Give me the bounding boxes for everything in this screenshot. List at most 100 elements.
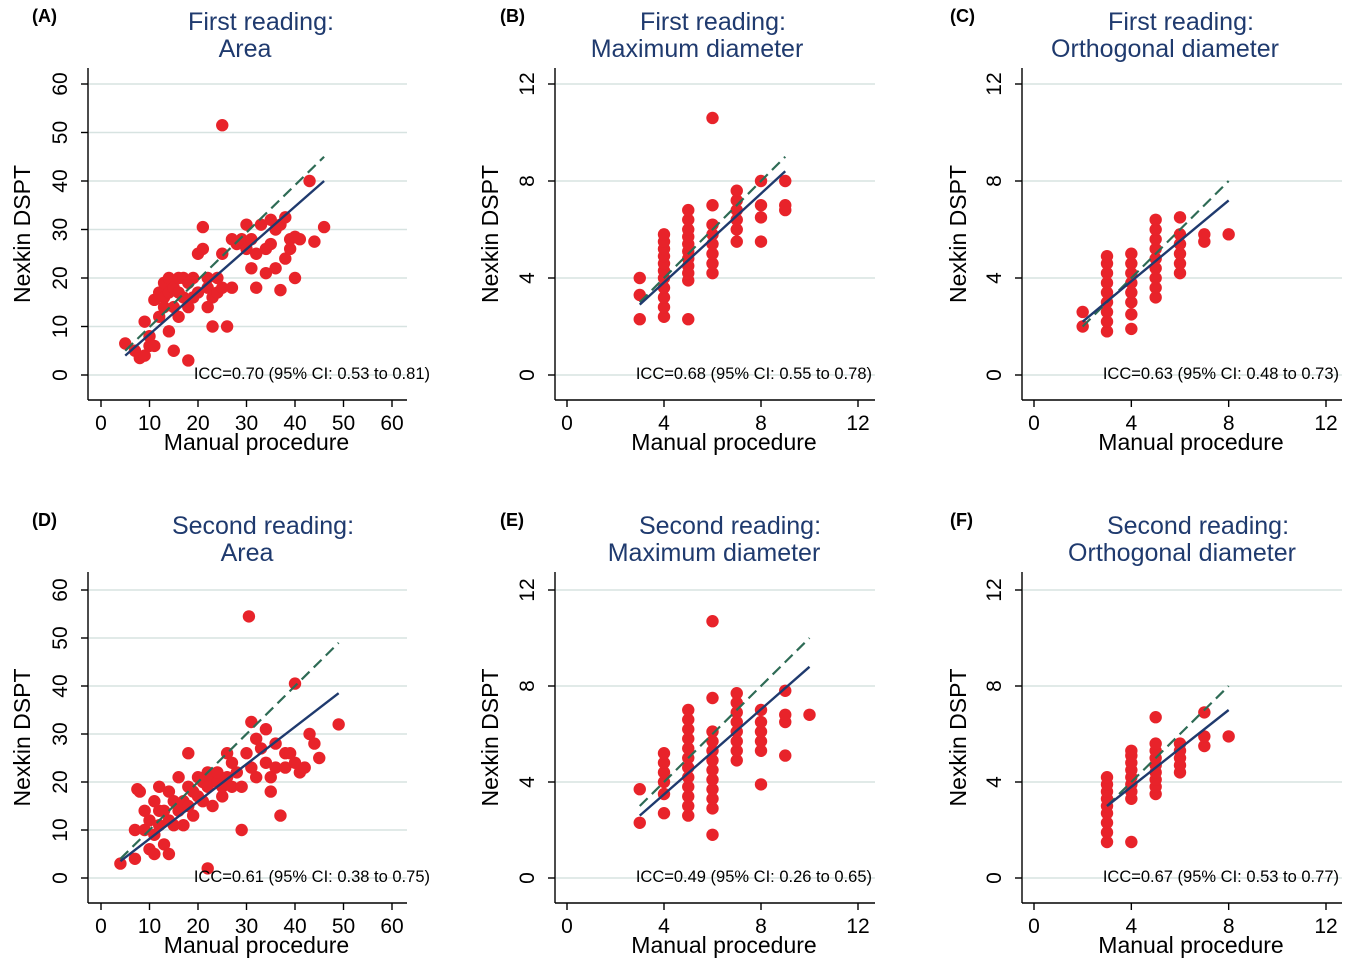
- data-point: [1149, 262, 1162, 275]
- data-point: [1125, 308, 1138, 321]
- data-point: [1125, 296, 1138, 309]
- data-point: [138, 804, 151, 817]
- data-point: [682, 223, 695, 236]
- x-tick-label: 60: [380, 915, 403, 938]
- data-point: [706, 754, 719, 767]
- data-point: [128, 823, 142, 837]
- x-tick-label: 20: [186, 412, 209, 435]
- data-point: [1149, 737, 1162, 750]
- x-tick-label: 12: [1314, 915, 1337, 938]
- data-point: [706, 725, 719, 738]
- y-tick-label: 30: [49, 722, 72, 745]
- data-point: [779, 174, 792, 188]
- data-point: [682, 732, 695, 745]
- data-point: [1173, 266, 1187, 280]
- x-axis-label: Manual procedure: [164, 932, 349, 958]
- data-point: [1198, 739, 1211, 753]
- data-point: [114, 857, 127, 870]
- data-point: [1198, 706, 1211, 719]
- panel-a: 0 10 20 30 40 50 60 0 10 20 30 40 50 60 Manual procedu…: [9, 6, 430, 455]
- data-point: [250, 281, 263, 294]
- data-point: [250, 247, 263, 260]
- data-point: [657, 228, 671, 241]
- data-point: [206, 320, 219, 333]
- data-point: [682, 703, 695, 717]
- panel-label: (E): [500, 510, 524, 530]
- data-point: [706, 735, 719, 748]
- data-point: [1100, 826, 1114, 839]
- panel-label: (F): [950, 510, 973, 530]
- scatter-points: [1100, 706, 1235, 849]
- panel-title-line-1: First reading:: [188, 8, 334, 36]
- x-tick-label: 10: [138, 412, 161, 435]
- data-point: [182, 799, 195, 813]
- panel-title-line-1: Second reading:: [1107, 512, 1289, 540]
- scatter-points: [114, 610, 345, 875]
- icc-annotation: ICC=0.63 (95% CI: 0.48 to 0.73): [1103, 365, 1339, 383]
- panel-label: (A): [32, 6, 57, 26]
- data-point: [288, 677, 302, 690]
- y-tick-label: 4: [516, 776, 539, 788]
- x-axis-label: Manual procedure: [164, 429, 349, 455]
- data-point: [1125, 744, 1138, 757]
- data-point: [1149, 291, 1162, 304]
- data-point: [706, 691, 719, 705]
- data-point: [264, 785, 277, 798]
- data-point: [657, 310, 671, 323]
- y-tick-label: 4: [983, 776, 1006, 788]
- data-point: [1125, 247, 1138, 260]
- panel-title-line-2: Area: [221, 539, 274, 567]
- data-point: [706, 763, 719, 777]
- data-point: [1100, 276, 1114, 290]
- x-axis-label: Manual procedure: [1098, 932, 1283, 958]
- y-tick-label: 40: [49, 674, 72, 697]
- panel-title-line-2: Orthogonal diameter: [1068, 539, 1296, 567]
- y-axis-label: Nexkin DSPT: [9, 668, 35, 806]
- data-point: [186, 809, 200, 822]
- data-point: [293, 233, 307, 246]
- y-tick-label: 4: [516, 272, 539, 284]
- data-point: [779, 199, 792, 212]
- data-point: [730, 715, 743, 729]
- x-tick-label: 12: [1314, 412, 1337, 435]
- data-point: [201, 300, 214, 314]
- data-point: [242, 610, 256, 623]
- data-point: [167, 344, 180, 357]
- y-tick-label: 8: [983, 175, 1006, 187]
- data-point: [706, 228, 719, 241]
- data-point: [279, 761, 292, 774]
- data-point: [633, 783, 646, 796]
- data-point: [196, 220, 210, 234]
- data-point: [1149, 271, 1162, 285]
- data-point: [1076, 305, 1089, 319]
- data-point: [1149, 281, 1162, 294]
- data-point: [216, 247, 229, 260]
- data-point: [1125, 835, 1138, 849]
- data-point: [148, 795, 161, 808]
- data-point: [1125, 322, 1138, 336]
- data-point: [269, 761, 282, 774]
- y-axis-label: Nexkin DSPT: [477, 165, 503, 303]
- icc-annotation: ICC=0.61 (95% CI: 0.38 to 0.75): [194, 868, 430, 886]
- data-point: [682, 213, 695, 226]
- identity-line: [638, 155, 787, 304]
- data-point: [682, 809, 695, 822]
- y-tick-label: 10: [49, 818, 72, 841]
- data-point: [657, 747, 671, 760]
- data-point: [254, 218, 268, 231]
- data-point: [133, 785, 146, 798]
- data-point: [162, 325, 176, 338]
- data-point: [225, 780, 239, 793]
- data-point: [1222, 228, 1235, 241]
- data-point: [754, 744, 768, 757]
- y-tick-label: 40: [49, 169, 72, 192]
- data-point: [1149, 711, 1162, 724]
- data-point: [706, 802, 719, 815]
- data-point: [706, 247, 719, 260]
- x-tick-label: 30: [235, 412, 258, 435]
- y-tick-label: 0: [49, 369, 72, 381]
- data-point: [216, 790, 229, 803]
- data-point: [754, 199, 768, 212]
- panel-title-line-2: Orthogonal diameter: [1051, 35, 1279, 63]
